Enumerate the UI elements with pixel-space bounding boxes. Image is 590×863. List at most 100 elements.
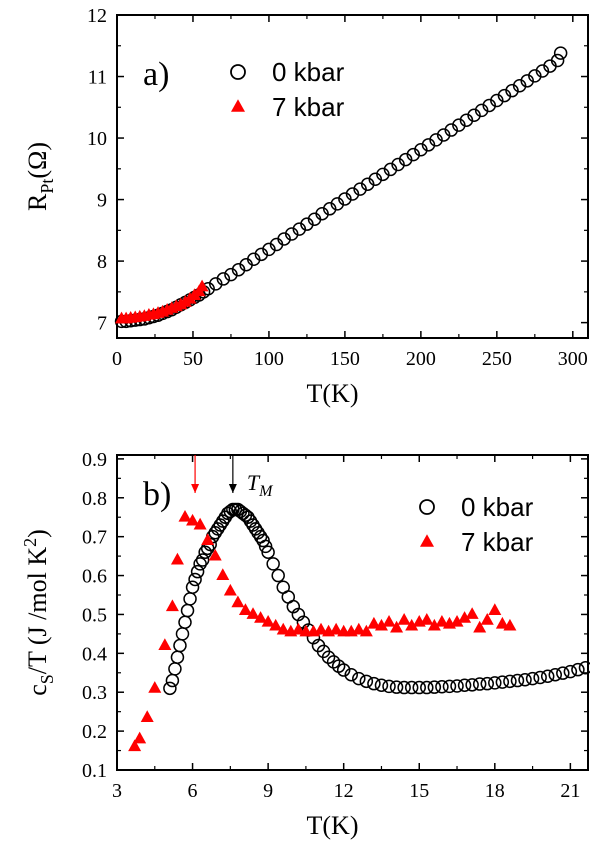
- data-point: [459, 113, 474, 127]
- data-point: [238, 603, 252, 616]
- data-point: [535, 64, 550, 78]
- data-point: [390, 620, 404, 633]
- data-point: [563, 664, 578, 679]
- data-point: [465, 678, 479, 692]
- y-tick-label: 7: [97, 313, 107, 335]
- data-point: [412, 680, 426, 695]
- y-tick-label: 10: [87, 128, 107, 150]
- data-point: [404, 680, 419, 695]
- data-point: [397, 680, 411, 695]
- data-point: [183, 592, 197, 606]
- data-point: [178, 509, 192, 522]
- data-point: [553, 46, 568, 60]
- data-point: [482, 98, 496, 113]
- data-point: [503, 674, 517, 689]
- data-point: [344, 667, 358, 682]
- data-point: [261, 614, 275, 627]
- data-point: [427, 618, 441, 631]
- data-point: [427, 680, 442, 694]
- data-point: [398, 152, 413, 167]
- x-tick-label: 100: [254, 348, 284, 370]
- data-point: [208, 548, 222, 561]
- x-tick-label: 12: [334, 780, 354, 802]
- data-point: [262, 242, 276, 257]
- data-point: [195, 553, 210, 567]
- y-tick-label: 0.6: [82, 566, 107, 588]
- data-point: [495, 675, 510, 689]
- data-point: [435, 680, 449, 694]
- data-point: [368, 172, 383, 187]
- y-tick-label: 8: [97, 251, 107, 273]
- x-tick-label: 3: [112, 780, 122, 802]
- data-point: [330, 197, 345, 211]
- panel-b-chart: 3 6 9 12 15 18 21 0.1 0.2 0.3 0.4 0.5 0.6 0.7 0.8 0.9 T(…: [20, 449, 590, 840]
- legend-label: 7 kbar: [461, 527, 534, 557]
- x-axis-title: T(K): [307, 379, 359, 408]
- data-point: [195, 279, 209, 292]
- data-point: [414, 142, 428, 157]
- data-point: [391, 157, 405, 172]
- y-tick-label: 0.4: [82, 643, 107, 665]
- data-point: [405, 618, 419, 631]
- data-point: [300, 217, 314, 231]
- x-tick-label: 150: [330, 348, 360, 370]
- data-point: [490, 93, 504, 108]
- data-point: [224, 267, 238, 282]
- data-point: [231, 262, 246, 277]
- data-point: [556, 666, 570, 680]
- series-circle: [163, 502, 590, 696]
- y-tick-label: 0.7: [82, 527, 107, 549]
- data-point: [480, 613, 494, 625]
- data-point: [291, 622, 305, 635]
- legend-marker: [230, 64, 246, 80]
- y-tick-label: 12: [87, 5, 107, 27]
- x-tick-label: 300: [558, 348, 588, 370]
- data-point: [352, 622, 366, 635]
- data-point: [480, 676, 495, 691]
- data-point: [178, 615, 192, 629]
- data-point: [452, 118, 466, 132]
- annotation-arrow-head: [228, 484, 237, 493]
- plot-frame: [116, 14, 589, 339]
- legend-label: 7 kbar: [272, 92, 345, 122]
- data-point: [528, 69, 542, 83]
- x-tick-label: 200: [406, 348, 436, 370]
- data-point: [271, 568, 285, 583]
- data-point: [474, 103, 489, 118]
- data-point: [269, 618, 283, 631]
- data-point: [254, 611, 268, 623]
- panel-label: b): [143, 476, 171, 513]
- data-point: [520, 74, 534, 88]
- data-point: [209, 277, 223, 291]
- data-point: [467, 108, 481, 123]
- data-point: [382, 614, 396, 627]
- data-point: [540, 669, 555, 684]
- data-point: [360, 177, 375, 191]
- x-tick-label: 250: [482, 348, 512, 370]
- series-triangle: [128, 509, 517, 752]
- data-point: [148, 681, 162, 693]
- data-point: [338, 192, 352, 206]
- data-point: [374, 618, 388, 631]
- data-point: [406, 147, 421, 162]
- panel-a-chart: 0 50 100 150 200 250 300 7 8 9 10 11 12 T(K) RPt(Ω) a) 0…: [23, 5, 589, 408]
- data-point: [458, 611, 472, 623]
- plot-frame: [116, 454, 589, 771]
- data-point: [472, 677, 487, 691]
- data-point: [382, 679, 396, 694]
- data-point: [374, 678, 389, 692]
- data-point: [321, 650, 336, 664]
- data-point: [133, 731, 147, 744]
- data-point: [165, 599, 179, 612]
- data-point: [256, 533, 270, 548]
- data-point: [548, 667, 563, 682]
- legend-marker: [420, 534, 434, 547]
- data-point: [128, 739, 142, 752]
- data-point: [352, 671, 366, 686]
- data-point: [510, 673, 525, 688]
- x-tick-label: 9: [263, 780, 273, 802]
- data-point: [450, 679, 464, 693]
- data-point: [376, 167, 390, 182]
- x-tick-label: 50: [183, 348, 203, 370]
